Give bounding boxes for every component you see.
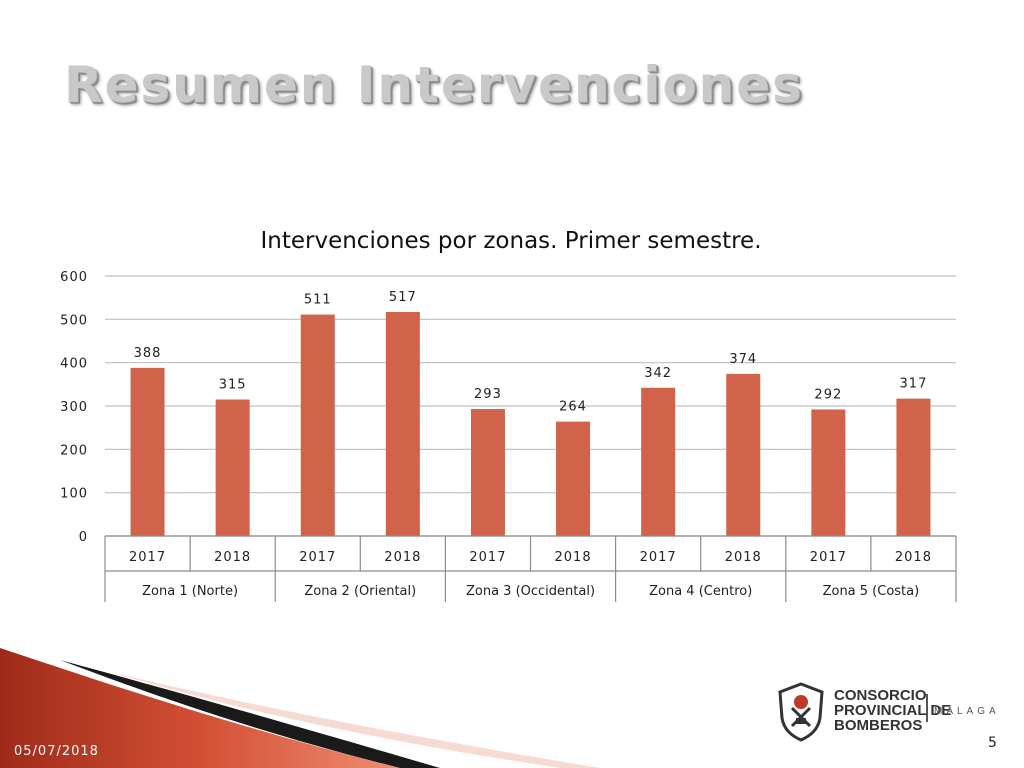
slide-date: 05/07/2018 [14, 744, 99, 759]
x-category-label: 2018 [214, 550, 251, 565]
x-category-label: 2017 [469, 550, 506, 565]
data-label: 511 [304, 293, 332, 308]
bar [470, 409, 505, 536]
data-label: 374 [729, 352, 757, 367]
x-category-label: 2017 [299, 550, 336, 565]
corner-swoosh-decoration [0, 648, 600, 768]
bar [385, 311, 420, 536]
x-category-label: 2018 [725, 550, 762, 565]
x-category-label: 2018 [555, 550, 592, 565]
x-group-label: Zona 5 (Costa) [823, 584, 920, 599]
data-label: 293 [474, 387, 502, 402]
logo-separator [926, 694, 928, 722]
logo-city: MÁLAGA [934, 706, 1000, 717]
bar [215, 399, 250, 536]
x-category-label: 2018 [384, 550, 421, 565]
y-tick-label: 400 [60, 357, 88, 372]
data-label: 342 [644, 366, 672, 381]
y-axis-ticks: 0 100 200 300 400 500 600 [60, 270, 88, 545]
data-label: 388 [134, 346, 162, 361]
page-number: 5 [988, 735, 997, 751]
data-label: 315 [219, 378, 247, 393]
y-tick-label: 300 [60, 400, 88, 415]
data-label: 317 [900, 377, 928, 392]
x-category-label: 2017 [640, 550, 677, 565]
y-tick-label: 0 [79, 530, 88, 545]
x-group-label: Zona 3 (Occidental) [466, 584, 595, 599]
y-tick-label: 500 [60, 313, 88, 328]
organization-logo: CONSORCIO PROVINCIAL DE BOMBEROS MÁLAGA [776, 682, 1006, 742]
bar [811, 409, 846, 536]
data-label: 517 [389, 290, 417, 305]
x-group-label: Zona 2 (Oriental) [304, 584, 416, 599]
logo-org-name: CONSORCIO PROVINCIAL DE BOMBEROS [834, 687, 952, 734]
data-label: 264 [559, 400, 587, 415]
firefighter-shield-icon [778, 682, 824, 742]
bar [300, 314, 335, 536]
y-tick-label: 200 [60, 443, 88, 458]
y-tick-label: 600 [60, 270, 88, 285]
bar [896, 398, 931, 536]
bar [556, 421, 591, 536]
slide-title: Resumen Intervenciones [64, 56, 804, 114]
data-label: 292 [814, 387, 842, 402]
bar [130, 367, 165, 536]
bar [726, 373, 761, 536]
bar [641, 387, 676, 536]
x-axis: 2017 2018 2017 2018 2017 2018 2017 2018 2017 2018… [104, 535, 957, 602]
x-group-label: Zona 1 (Norte) [142, 584, 238, 599]
x-category-label: 2017 [129, 550, 166, 565]
x-group-label: Zona 4 (Centro) [649, 584, 752, 599]
chart-title: Intervenciones por zonas. Primer semestr… [260, 228, 761, 254]
x-category-label: 2017 [810, 550, 847, 565]
x-category-label: 2018 [895, 550, 932, 565]
data-labels: 388 315 511 517 293 264 342 374 292 317 [134, 290, 928, 415]
y-tick-label: 100 [60, 487, 88, 502]
bars [130, 311, 931, 536]
